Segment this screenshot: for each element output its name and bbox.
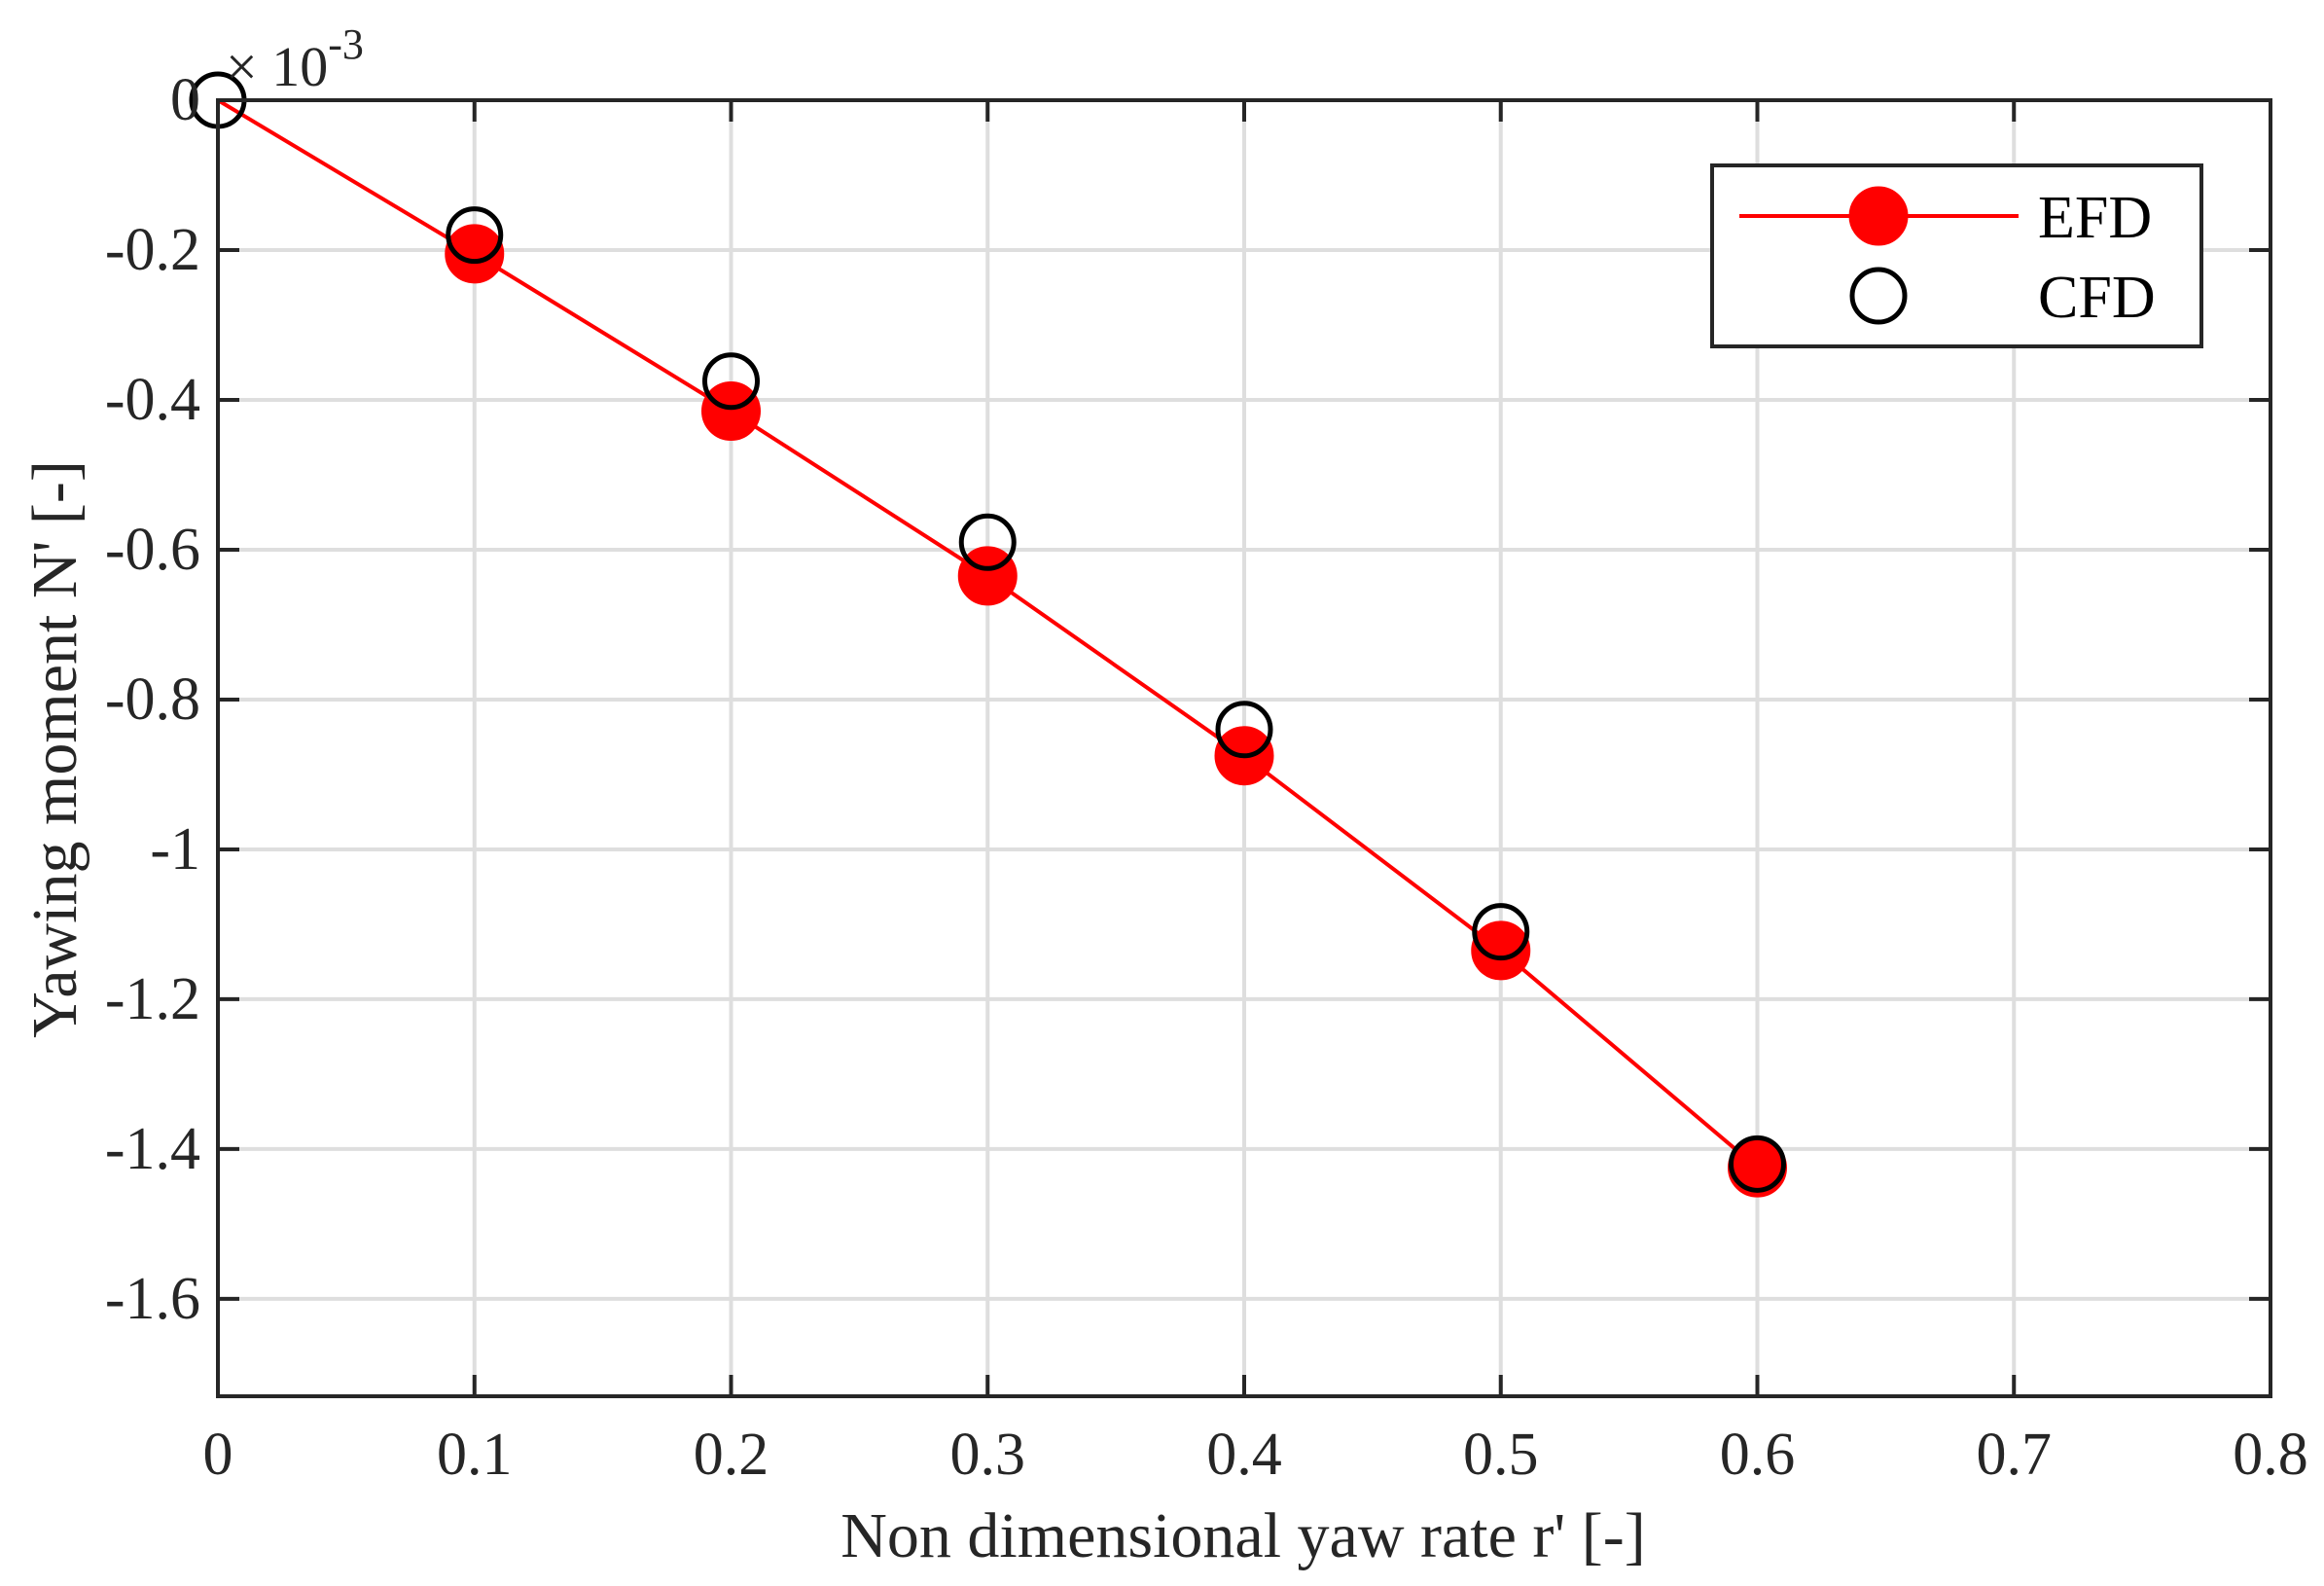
efd-point [1471,920,1531,981]
tick-labels: 0 0.1 0.2 0.3 0.4 0.5 0.6 0.7 0.8 0 -0.2 -0.4 -0.6 -0… [105,67,2308,1488]
x-tick-label: 0 [203,1422,233,1488]
y-tick-label: -0.8 [105,667,200,733]
cfd-point [958,513,1017,571]
y-tick-label: -0.2 [105,217,200,283]
efd-point [701,381,761,442]
y-tick-label: -1.6 [105,1266,200,1332]
legend-efd-label: EFD [2038,185,2152,251]
y-exponent-base: × 10 [226,35,328,98]
y-axis-title: Yawing moment N' [-] [19,460,90,1038]
y-axis-exponent: × 10-3 [226,20,364,98]
x-tick-label: 0.4 [1206,1422,1282,1488]
y-tick-label: -0.4 [105,367,200,433]
cfd-point [702,352,760,411]
y-tick-label: -1 [150,816,200,883]
cfd-point [1215,701,1273,759]
x-tick-label: 0.3 [950,1422,1026,1488]
cfd-point [446,206,504,265]
x-axis-title: Non dimensional yaw rate r' [-] [840,1500,1645,1571]
efd-point [445,224,505,284]
y-tick-label: -0.6 [105,517,200,583]
legend-efd-marker [1848,186,1909,246]
x-tick-label: 0.8 [2233,1422,2308,1488]
grid-lines [216,98,2272,1396]
x-tick-label: 0.1 [437,1422,513,1488]
legend-cfd-label: CFD [2038,265,2156,331]
cfd-point [1472,903,1530,961]
y-exponent-power: -3 [328,20,364,68]
legend-cfd-marker [1849,267,1908,325]
x-tick-label: 0.7 [1977,1422,2053,1488]
y-tick-label: -1.2 [105,966,200,1032]
x-tick-label: 0.6 [1720,1422,1796,1488]
x-tick-label: 0.5 [1463,1422,1539,1488]
x-tick-label: 0.2 [694,1422,769,1488]
y-tick-label: -1.4 [105,1116,200,1182]
axis-ticks [216,98,2272,1396]
series-markers [189,71,1787,1198]
legend: EFD CFD [1710,163,2203,348]
legend-box [1710,163,2203,348]
cfd-point [1729,1135,1786,1193]
y-tick-label: 0 [170,67,200,133]
